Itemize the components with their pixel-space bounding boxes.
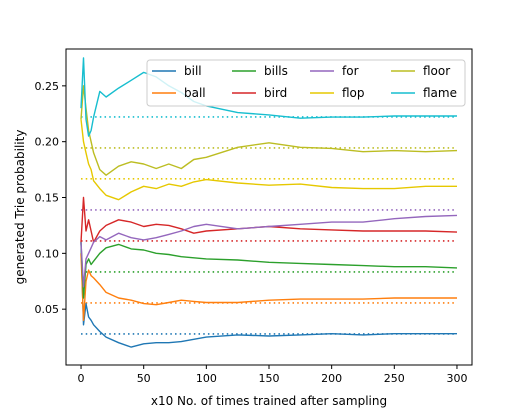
x-axis: 0 50 100 150 200 250 300 — [78, 365, 467, 385]
legend-label-bird: bird — [264, 86, 287, 100]
series-line-bird — [80, 196, 458, 243]
x-tick-label: 300 — [446, 372, 467, 385]
series-line-ball — [80, 253, 457, 321]
legend: bill ball bills bird for flop floor flame — [146, 59, 466, 107]
legend-label-flop: flop — [342, 86, 365, 100]
x-tick-label: 200 — [321, 372, 342, 385]
y-tick-label: 0.10 — [35, 247, 60, 260]
legend-label-flame: flame — [423, 86, 457, 100]
x-axis-label: x10 No. of times trained after sampling — [151, 394, 387, 408]
x-tick-label: 250 — [384, 372, 405, 385]
series-line-for — [80, 214, 458, 288]
series-line-floor — [80, 85, 458, 176]
plot-area — [80, 57, 458, 348]
series-lines — [80, 57, 458, 348]
legend-label-bill: bill — [184, 64, 202, 78]
legend-label-floor: floor — [423, 64, 450, 78]
legend-label-bills: bills — [264, 64, 288, 78]
y-tick-label: 0.15 — [35, 192, 60, 205]
legend-label-for: for — [342, 64, 359, 78]
y-axis: 0.05 0.10 0.15 0.20 0.25 — [35, 80, 66, 316]
series-line-flop — [80, 119, 457, 201]
x-tick-label: 150 — [259, 372, 280, 385]
x-tick-label: 100 — [196, 372, 217, 385]
series-line-bills — [80, 242, 458, 299]
y-axis-label: generated Trie probability — [13, 130, 27, 285]
legend-box — [146, 59, 466, 107]
series-line-bill — [80, 242, 457, 348]
y-tick-label: 0.20 — [35, 136, 60, 149]
legend-label-ball: ball — [184, 86, 206, 100]
y-tick-label: 0.05 — [35, 303, 60, 316]
x-tick-label: 0 — [78, 372, 85, 385]
y-tick-label: 0.25 — [35, 80, 60, 93]
x-tick-label: 50 — [137, 372, 151, 385]
